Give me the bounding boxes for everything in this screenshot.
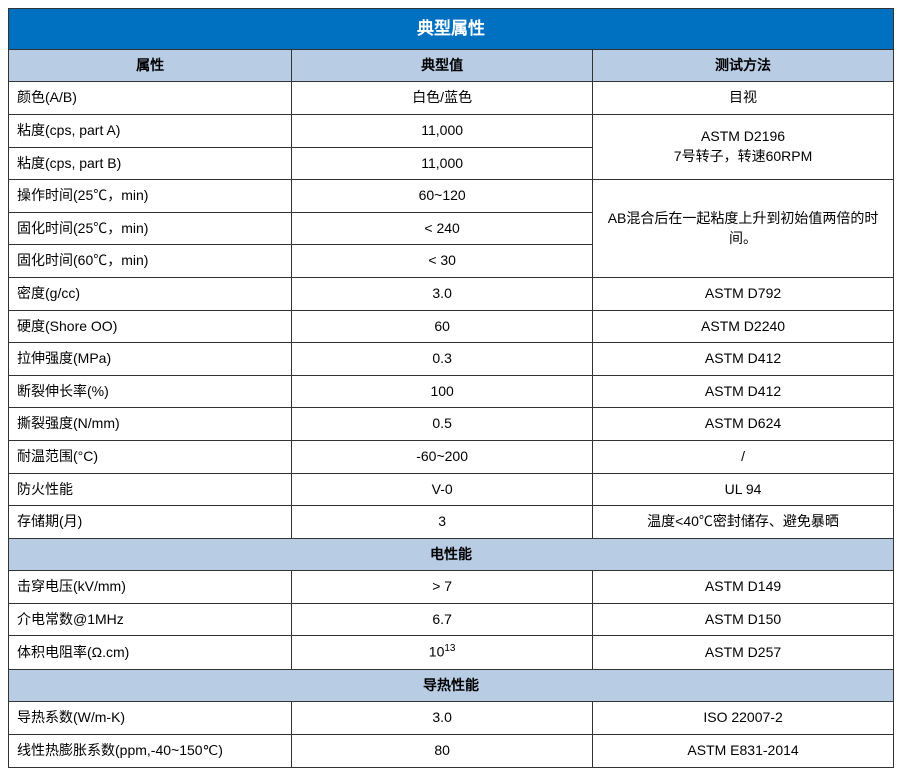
property-cell: 断裂伸长率(%) xyxy=(9,375,292,408)
table-row: 体积电阻率(Ω.cm) 1013 ASTM D257 xyxy=(9,636,894,669)
property-cell: 体积电阻率(Ω.cm) xyxy=(9,636,292,669)
method-line-2: 7号转子，转速60RPM xyxy=(674,148,812,164)
table-row: 断裂伸长率(%) 100 ASTM D412 xyxy=(9,375,894,408)
property-cell: 固化时间(25℃，min) xyxy=(9,212,292,245)
properties-table: 典型属性 属性 典型值 测试方法 颜色(A/B) 白色/蓝色 目视 粘度(cps… xyxy=(8,8,894,768)
method-cell: 温度<40℃密封储存、避免暴晒 xyxy=(593,506,894,539)
method-cell: ASTM D624 xyxy=(593,408,894,441)
value-cell: 11,000 xyxy=(292,147,593,180)
value-cell: 白色/蓝色 xyxy=(292,82,593,115)
method-cell: ISO 22007-2 xyxy=(593,702,894,735)
value-cell: -60~200 xyxy=(292,440,593,473)
section-thermal: 导热性能 xyxy=(9,669,894,702)
table-row: 介电常数@1MHz 6.7 ASTM D150 xyxy=(9,603,894,636)
method-cell: UL 94 xyxy=(593,473,894,506)
method-cell: ASTM D792 xyxy=(593,277,894,310)
table-row: 线性热膨胀系数(ppm,-40~150℃) 80 ASTM E831-2014 xyxy=(9,734,894,767)
value-cell: 3 xyxy=(292,506,593,539)
table-row: 击穿电压(kV/mm) > 7 ASTM D149 xyxy=(9,571,894,604)
property-cell: 颜色(A/B) xyxy=(9,82,292,115)
property-cell: 撕裂强度(N/mm) xyxy=(9,408,292,441)
value-exp: 13 xyxy=(444,643,455,654)
property-cell: 防火性能 xyxy=(9,473,292,506)
method-cell: ASTM E831-2014 xyxy=(593,734,894,767)
table-row: 耐温范围(°C) -60~200 / xyxy=(9,440,894,473)
value-cell-exponent: 1013 xyxy=(292,636,593,669)
table-row: 颜色(A/B) 白色/蓝色 目视 xyxy=(9,82,894,115)
method-cell: / xyxy=(593,440,894,473)
property-cell: 密度(g/cc) xyxy=(9,277,292,310)
value-cell: 60 xyxy=(292,310,593,343)
table-header-row: 属性 典型值 测试方法 xyxy=(9,49,894,82)
property-cell: 固化时间(60℃，min) xyxy=(9,245,292,278)
col-header-property: 属性 xyxy=(9,49,292,82)
table-row: 撕裂强度(N/mm) 0.5 ASTM D624 xyxy=(9,408,894,441)
section-electrical: 电性能 xyxy=(9,538,894,571)
value-cell: 0.5 xyxy=(292,408,593,441)
property-cell: 硬度(Shore OO) xyxy=(9,310,292,343)
table-row: 硬度(Shore OO) 60 ASTM D2240 xyxy=(9,310,894,343)
section-header: 导热性能 xyxy=(9,669,894,702)
col-header-value: 典型值 xyxy=(292,49,593,82)
property-cell: 线性热膨胀系数(ppm,-40~150℃) xyxy=(9,734,292,767)
table-title: 典型属性 xyxy=(9,9,894,50)
property-cell: 击穿电压(kV/mm) xyxy=(9,571,292,604)
method-cell: ASTM D412 xyxy=(593,375,894,408)
value-cell: 100 xyxy=(292,375,593,408)
method-cell: ASTM D2240 xyxy=(593,310,894,343)
value-cell: > 7 xyxy=(292,571,593,604)
property-cell: 存储期(月) xyxy=(9,506,292,539)
method-cell: ASTM D257 xyxy=(593,636,894,669)
value-cell: 60~120 xyxy=(292,180,593,213)
property-cell: 介电常数@1MHz xyxy=(9,603,292,636)
table-row: 防火性能 V-0 UL 94 xyxy=(9,473,894,506)
section-header: 电性能 xyxy=(9,538,894,571)
method-cell: ASTM D412 xyxy=(593,343,894,376)
table-row: 密度(g/cc) 3.0 ASTM D792 xyxy=(9,277,894,310)
value-cell: 80 xyxy=(292,734,593,767)
value-cell: < 240 xyxy=(292,212,593,245)
property-cell: 粘度(cps, part B) xyxy=(9,147,292,180)
method-cell: 目视 xyxy=(593,82,894,115)
method-cell-viscosity: ASTM D2196 7号转子，转速60RPM xyxy=(593,114,894,179)
table-row: 存储期(月) 3 温度<40℃密封储存、避免暴晒 xyxy=(9,506,894,539)
property-cell: 耐温范围(°C) xyxy=(9,440,292,473)
table-row: 导热系数(W/m-K) 3.0 ISO 22007-2 xyxy=(9,702,894,735)
property-cell: 操作时间(25℃，min) xyxy=(9,180,292,213)
property-cell: 拉伸强度(MPa) xyxy=(9,343,292,376)
table-row: 操作时间(25℃，min) 60~120 AB混合后在一起粘度上升到初始值两倍的… xyxy=(9,180,894,213)
value-cell: 11,000 xyxy=(292,114,593,147)
method-cell-cure: AB混合后在一起粘度上升到初始值两倍的时间。 xyxy=(593,180,894,278)
method-cell: ASTM D149 xyxy=(593,571,894,604)
method-line-1: ASTM D2196 xyxy=(701,128,785,144)
value-cell: 6.7 xyxy=(292,603,593,636)
property-cell: 粘度(cps, part A) xyxy=(9,114,292,147)
col-header-method: 测试方法 xyxy=(593,49,894,82)
value-cell: < 30 xyxy=(292,245,593,278)
value-cell: 3.0 xyxy=(292,702,593,735)
table-title-row: 典型属性 xyxy=(9,9,894,50)
property-cell: 导热系数(W/m-K) xyxy=(9,702,292,735)
table-row: 粘度(cps, part A) 11,000 ASTM D2196 7号转子，转… xyxy=(9,114,894,147)
table-row: 拉伸强度(MPa) 0.3 ASTM D412 xyxy=(9,343,894,376)
value-base: 10 xyxy=(429,644,445,660)
value-cell: V-0 xyxy=(292,473,593,506)
value-cell: 0.3 xyxy=(292,343,593,376)
value-cell: 3.0 xyxy=(292,277,593,310)
method-cell: ASTM D150 xyxy=(593,603,894,636)
